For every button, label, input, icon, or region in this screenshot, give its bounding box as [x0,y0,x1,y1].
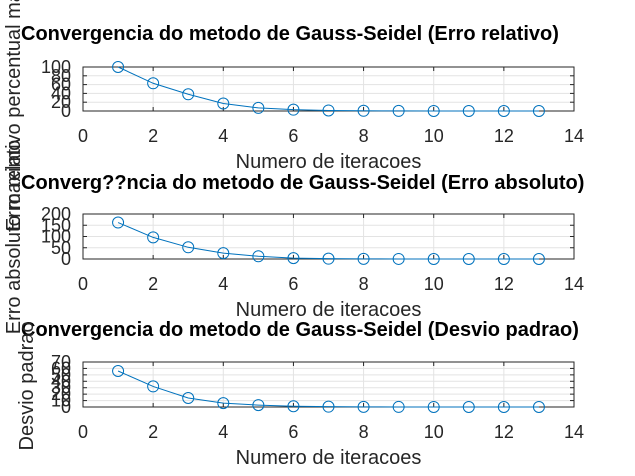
data-point [462,252,475,265]
y-tick-label: 30 [51,378,71,398]
x-tick-label: 10 [424,126,444,146]
data-point [392,252,405,265]
data-point [147,77,160,90]
x-tick-label: 10 [424,274,444,294]
data-point [112,365,125,377]
y-tick-label: 0 [61,397,71,417]
x-tick-label: 0 [78,274,88,294]
y-axis-label: Erro relativo percentual maximo [3,0,25,231]
data-point [497,104,510,117]
data-point [462,400,475,413]
x-tick-label: 4 [218,274,228,294]
y-tick-label: 80 [51,66,71,86]
x-axis-label: Numero de iteracoes [236,299,422,321]
y-tick-label: 60 [51,75,71,95]
data-point [392,104,405,117]
data-point [322,400,335,413]
plot-area [83,67,574,111]
data-point [357,400,370,413]
y-tick-label: 100 [41,227,71,247]
y-tick-label: 40 [51,371,71,391]
x-tick-label: 14 [564,274,584,294]
x-tick-label: 12 [494,126,514,146]
axes-box [82,66,575,112]
y-tick-label: 100 [41,57,71,77]
x-tick-label: 12 [494,422,514,442]
y-tick-label: 10 [51,391,71,411]
y-tick-label: 70 [51,352,71,372]
data-point [322,104,335,117]
data-point [287,103,300,116]
y-tick-label: 60 [51,358,71,378]
x-tick-label: 8 [359,274,369,294]
x-axis-label: Numero de iteracoes [236,151,422,173]
y-tick-label: 20 [51,384,71,404]
data-point [287,400,300,413]
x-tick-label: 6 [288,274,298,294]
series-line [117,370,539,408]
data-point [147,231,160,244]
x-tick-label: 10 [424,422,444,442]
data-point [112,216,125,229]
x-tick-label: 8 [359,422,369,442]
y-tick-label: 150 [41,215,71,235]
data-point [497,400,510,413]
data-point [392,400,405,413]
data-point [182,88,195,101]
x-tick-label: 14 [564,126,584,146]
x-tick-label: 2 [148,274,158,294]
data-point [182,392,195,404]
x-tick-label: 2 [148,422,158,442]
plot-area [83,362,574,407]
data-point [252,101,265,114]
y-tick-label: 0 [61,249,71,269]
data-point [182,241,195,254]
x-tick-label: 4 [218,422,228,442]
data-point [147,380,160,393]
y-tick-label: 20 [51,92,71,112]
x-tick-label: 0 [78,422,88,442]
y-tick-label: 200 [41,204,71,224]
chart-title: Convergencia do metodo de Gauss-Seidel (… [21,319,579,341]
data-point [112,61,125,73]
y-axis-label: Erro absoluto maximo [3,140,25,335]
x-tick-label: 4 [218,126,228,146]
data-point [357,104,370,117]
x-tick-label: 14 [564,422,584,442]
data-point [252,399,265,412]
x-tick-label: 8 [359,126,369,146]
data-point [427,252,440,265]
data-point [217,247,230,260]
x-axis-label: Numero de iteracoes [236,447,422,469]
y-tick-label: 40 [51,83,71,103]
data-point [217,397,230,410]
x-tick-label: 0 [78,126,88,146]
chart-title: Convergencia do metodo de Gauss-Seidel (… [21,23,559,45]
data-point [462,104,475,117]
data-point [287,252,300,265]
x-tick-label: 12 [494,274,514,294]
data-point [427,104,440,117]
x-tick-label: 2 [148,126,158,146]
data-point [532,104,545,117]
x-tick-label: 6 [288,126,298,146]
series-line [117,66,539,112]
data-point [497,252,510,265]
y-tick-label: 50 [51,238,71,258]
series-line [117,222,539,260]
y-axis-label: Desvio padrao [16,322,38,451]
data-point [252,250,265,263]
data-point [427,400,440,413]
y-tick-label: 0 [61,101,71,121]
x-tick-label: 6 [288,422,298,442]
data-point [217,97,230,110]
data-point [357,252,370,265]
data-point [532,400,545,413]
chart-title: Converg??ncia do metodo de Gauss-Seidel … [21,172,584,194]
data-point [532,252,545,265]
data-point [322,252,335,265]
y-tick-label: 50 [51,365,71,385]
